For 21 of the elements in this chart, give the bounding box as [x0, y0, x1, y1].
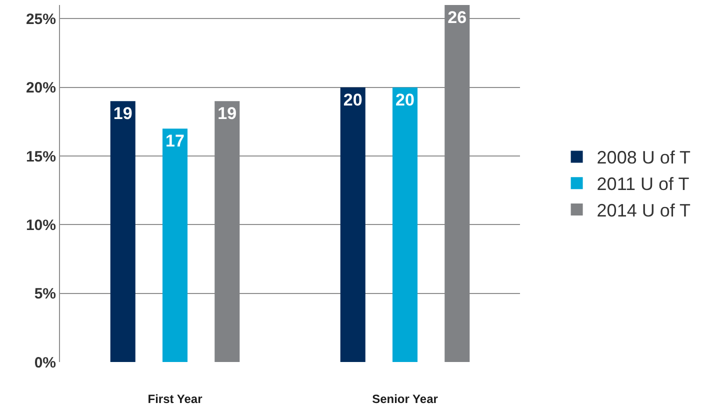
data-label: 20 [396, 90, 414, 110]
data-label: 17 [166, 132, 184, 151]
bar [392, 87, 418, 362]
legend-label: 2011 U of T [596, 174, 690, 194]
y-tick-label: 15% [26, 148, 56, 166]
y-tick-label: 20% [26, 80, 56, 97]
bar [340, 87, 366, 362]
y-tick-label: 25% [26, 10, 56, 28]
y-tick-label: 10% [26, 216, 56, 234]
legend-label: 2014 U of T [596, 200, 691, 221]
bar [110, 101, 136, 362]
x-tick-label: First Year [148, 392, 203, 406]
x-tick-label: Senior Year [372, 392, 438, 406]
data-label: 19 [218, 104, 237, 124]
data-label: 19 [113, 104, 132, 124]
bar [162, 128, 188, 362]
y-tick-label: 0% [34, 354, 56, 372]
data-label: 26 [448, 8, 467, 27]
legend-label: 2008 U of T [596, 148, 691, 168]
y-tick-label: 5% [34, 286, 56, 303]
data-label: 20 [343, 90, 362, 110]
